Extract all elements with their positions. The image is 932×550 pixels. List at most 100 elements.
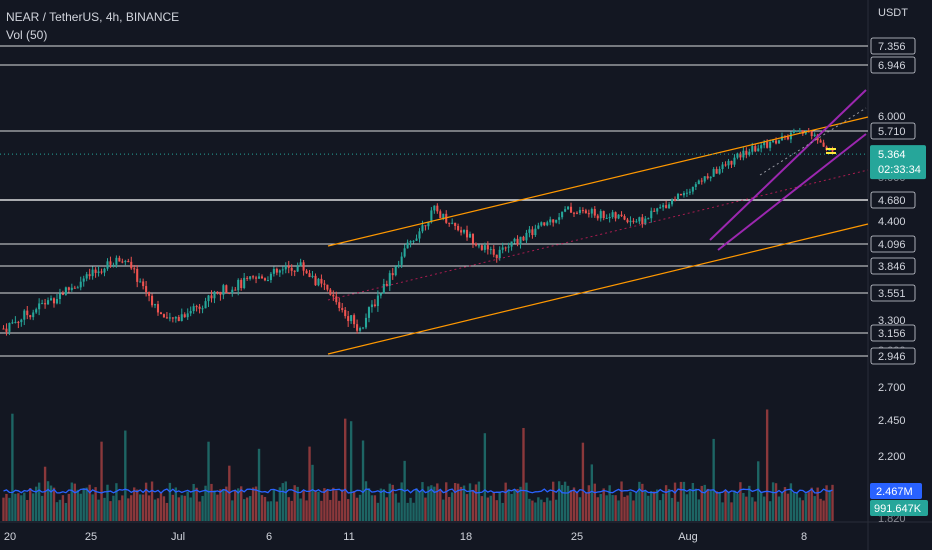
candle-body — [471, 233, 475, 244]
volume-bar — [37, 482, 41, 521]
volume-bar — [605, 495, 608, 521]
candle-body — [317, 278, 320, 286]
candle-body — [448, 222, 451, 224]
candle-body — [543, 222, 546, 226]
volume-bar — [560, 485, 564, 521]
candle-body — [775, 140, 778, 144]
candle-body — [602, 211, 605, 219]
volume-bar — [23, 492, 26, 521]
candle-body — [88, 274, 91, 277]
volume-bar — [376, 502, 380, 521]
candle-body — [94, 269, 97, 273]
candle-body — [730, 160, 733, 165]
candle-body — [757, 148, 760, 152]
volume-bar — [106, 484, 109, 521]
candle-body — [795, 130, 798, 132]
volume-bar — [430, 485, 433, 521]
level-price-label: 7.356 — [878, 41, 906, 53]
candle-body — [189, 311, 192, 314]
candle-body — [207, 295, 210, 302]
volume-bar — [697, 499, 700, 521]
candles-group — [2, 127, 834, 336]
level-price-label: 5.710 — [878, 126, 906, 138]
volume-bar — [552, 481, 555, 521]
candle-body — [296, 266, 299, 272]
candle-body — [766, 141, 769, 148]
candle-body — [305, 270, 308, 274]
candle-body — [213, 291, 216, 299]
candle-body — [638, 217, 641, 222]
candle-body — [11, 322, 14, 324]
volume-ma-line — [3, 488, 833, 494]
candle-body — [668, 204, 671, 209]
candle-body — [647, 218, 650, 220]
candle-body — [281, 269, 284, 271]
symbol-title[interactable]: NEAR / TetherUS, 4h, BINANCE — [6, 10, 180, 24]
candle-body — [510, 241, 513, 247]
volume-bar — [700, 485, 703, 521]
volume-bar — [566, 485, 570, 521]
volume-bar — [540, 499, 543, 521]
volume-bar — [647, 495, 650, 521]
candle-body — [596, 215, 599, 219]
volume-bar — [257, 448, 261, 521]
candle-body — [620, 214, 623, 217]
candle-body — [739, 153, 742, 158]
volume-bar — [358, 494, 362, 521]
volume-bar — [58, 499, 62, 521]
price-axis-tick: 2.450 — [878, 415, 906, 427]
volume-bar — [76, 489, 79, 521]
volume-bar — [780, 492, 784, 521]
volume-bar — [162, 496, 166, 521]
candle-body — [480, 245, 483, 250]
countdown-label: 02:33:34 — [878, 164, 921, 176]
time-axis-label: 8 — [801, 531, 807, 543]
candle-body — [433, 205, 436, 211]
candle-body — [38, 303, 41, 310]
volume-bar — [8, 497, 11, 521]
volume-bar — [801, 500, 804, 521]
candle-body — [20, 319, 23, 323]
volume-bar — [617, 500, 620, 521]
volume-bar — [575, 492, 579, 521]
candle-body — [320, 278, 323, 284]
candle-body — [41, 303, 44, 305]
volume-bar — [468, 483, 472, 521]
candle-body — [266, 280, 269, 282]
volume-bar — [608, 485, 611, 521]
candle-body — [531, 229, 534, 236]
candle-body — [55, 299, 59, 304]
candle-body — [323, 283, 326, 285]
volume-bar — [691, 482, 695, 521]
candle-body — [17, 321, 20, 323]
candle-body — [442, 213, 445, 219]
volume-bar — [242, 499, 246, 521]
candle-body — [2, 328, 5, 330]
volume-bar — [480, 496, 484, 521]
candle-body — [23, 310, 26, 320]
volume-bar — [590, 464, 594, 521]
candle-body — [145, 286, 148, 292]
volume-bar — [189, 497, 192, 521]
volume-bar — [439, 490, 442, 521]
volume-bar — [46, 481, 50, 521]
volume-bar — [664, 485, 668, 521]
price-axis-tick: 6.000 — [878, 111, 906, 123]
candle-body — [204, 301, 207, 309]
volume-indicator-title[interactable]: Vol (50) — [6, 28, 48, 42]
volume-bar — [186, 491, 189, 521]
candle-body — [712, 169, 715, 177]
volume-bar — [730, 502, 733, 521]
volume-bar — [133, 487, 136, 521]
candle-body — [64, 287, 67, 295]
volume-bar — [130, 495, 133, 521]
volume-bar — [828, 489, 831, 521]
volume-bar — [742, 492, 745, 521]
legend: NEAR / TetherUS, 4h, BINANCE Vol (50) — [6, 8, 179, 44]
volume-bar — [20, 495, 23, 521]
volume-bar — [421, 482, 424, 521]
volume-bar — [599, 493, 602, 521]
level-price-tag — [870, 122, 916, 140]
